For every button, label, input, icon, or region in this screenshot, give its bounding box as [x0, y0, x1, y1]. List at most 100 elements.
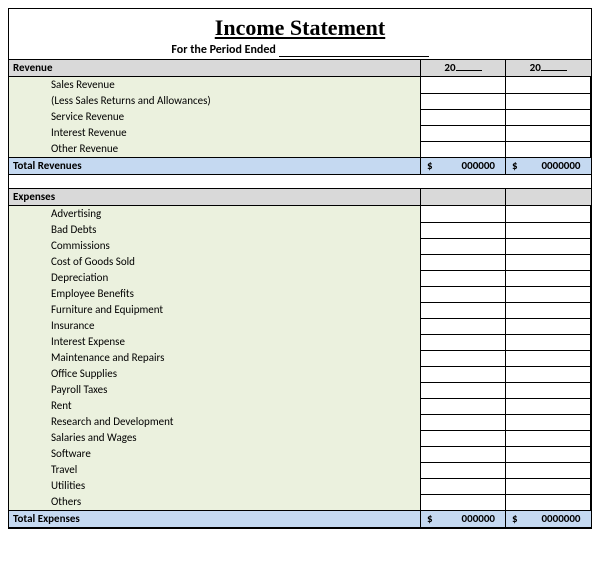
expenses-row: Research and Development — [9, 414, 591, 430]
expenses-value-col1[interactable] — [421, 206, 506, 223]
revenue-value-col1[interactable] — [421, 93, 506, 109]
revenue-row: Interest Revenue — [9, 125, 591, 141]
expenses-label: Cost of Goods Sold — [9, 254, 421, 270]
expenses-value-col2[interactable] — [506, 222, 591, 238]
expenses-value-col2[interactable] — [506, 254, 591, 270]
expenses-value-col2[interactable] — [506, 238, 591, 254]
expenses-value-col1[interactable] — [421, 334, 506, 350]
expenses-value-col1[interactable] — [421, 494, 506, 511]
expenses-row: Interest Expense — [9, 334, 591, 350]
expenses-label: Research and Development — [9, 414, 421, 430]
expenses-value-col2[interactable] — [506, 286, 591, 302]
revenue-value-col2[interactable] — [506, 109, 591, 125]
revenue-value-col1[interactable] — [421, 141, 506, 158]
expenses-label: Utilities — [9, 478, 421, 494]
expenses-year-col-1 — [421, 189, 506, 206]
expenses-label: Interest Expense — [9, 334, 421, 350]
expenses-value-col2[interactable] — [506, 414, 591, 430]
expenses-value-col2[interactable] — [506, 270, 591, 286]
expenses-label: Payroll Taxes — [9, 382, 421, 398]
expenses-value-col1[interactable] — [421, 398, 506, 414]
expenses-label: Rent — [9, 398, 421, 414]
expenses-value-col1[interactable] — [421, 222, 506, 238]
expenses-row: Software — [9, 446, 591, 462]
expenses-value-col1[interactable] — [421, 446, 506, 462]
period-ended-blank[interactable] — [279, 45, 429, 57]
expenses-value-col2[interactable] — [506, 398, 591, 414]
expenses-row: Advertising — [9, 206, 591, 223]
expenses-row: Insurance — [9, 318, 591, 334]
expenses-value-col1[interactable] — [421, 286, 506, 302]
expenses-row: Bad Debts — [9, 222, 591, 238]
expenses-row: Payroll Taxes — [9, 382, 591, 398]
expenses-label: Office Supplies — [9, 366, 421, 382]
expenses-value-col1[interactable] — [421, 302, 506, 318]
expenses-value-col2[interactable] — [506, 350, 591, 366]
total-expenses-label: Total Expenses — [9, 511, 421, 528]
subtitle-prefix: For the Period Ended — [171, 43, 275, 57]
expenses-value-col2[interactable] — [506, 382, 591, 398]
expenses-label: Employee Benefits — [9, 286, 421, 302]
expenses-value-col1[interactable] — [421, 350, 506, 366]
revenue-value-col2[interactable] — [506, 93, 591, 109]
expenses-label: Bad Debts — [9, 222, 421, 238]
expenses-value-col1[interactable] — [421, 462, 506, 478]
expenses-value-col2[interactable] — [506, 430, 591, 446]
expenses-value-col2[interactable] — [506, 334, 591, 350]
revenue-value-col2[interactable] — [506, 141, 591, 158]
expenses-value-col2[interactable] — [506, 366, 591, 382]
expenses-label: Salaries and Wages — [9, 430, 421, 446]
revenue-value-col1[interactable] — [421, 125, 506, 141]
expenses-row: Employee Benefits — [9, 286, 591, 302]
revenue-label: Sales Revenue — [9, 77, 421, 94]
revenue-row: Other Revenue — [9, 141, 591, 158]
expenses-label: Furniture and Equipment — [9, 302, 421, 318]
document-title: Income Statement — [9, 15, 591, 41]
expenses-value-col2[interactable] — [506, 478, 591, 494]
expenses-value-col1[interactable] — [421, 270, 506, 286]
expenses-value-col2[interactable] — [506, 462, 591, 478]
expenses-value-col1[interactable] — [421, 318, 506, 334]
total-revenues-col2: $0000000 — [506, 158, 591, 175]
revenue-value-col1[interactable] — [421, 77, 506, 94]
total-expenses-col2: $0000000 — [506, 511, 591, 528]
revenue-value-col2[interactable] — [506, 77, 591, 94]
total-revenues-label: Total Revenues — [9, 158, 421, 175]
year-col-1[interactable]: 20 — [421, 60, 506, 77]
expenses-value-col1[interactable] — [421, 254, 506, 270]
expenses-value-col2[interactable] — [506, 206, 591, 223]
period-subtitle: For the Period Ended — [9, 41, 591, 59]
expenses-value-col2[interactable] — [506, 318, 591, 334]
expenses-year-col-2 — [506, 189, 591, 206]
revenue-value-col1[interactable] — [421, 109, 506, 125]
total-revenues-row: Total Revenues $000000 $0000000 — [9, 158, 591, 175]
expenses-value-col2[interactable] — [506, 302, 591, 318]
revenue-label: Interest Revenue — [9, 125, 421, 141]
revenue-row: Sales Revenue — [9, 77, 591, 94]
expenses-value-col1[interactable] — [421, 478, 506, 494]
expenses-value-col2[interactable] — [506, 446, 591, 462]
expenses-label: Maintenance and Repairs — [9, 350, 421, 366]
expenses-row: Others — [9, 494, 591, 511]
revenue-row: (Less Sales Returns and Allowances) — [9, 93, 591, 109]
expenses-value-col1[interactable] — [421, 414, 506, 430]
expenses-label: Advertising — [9, 206, 421, 223]
revenue-label: (Less Sales Returns and Allowances) — [9, 93, 421, 109]
expenses-row: Furniture and Equipment — [9, 302, 591, 318]
expenses-row: Rent — [9, 398, 591, 414]
year-col-2[interactable]: 20 — [506, 60, 591, 77]
expenses-value-col1[interactable] — [421, 366, 506, 382]
total-revenues-col1: $000000 — [421, 158, 506, 175]
expenses-header-row: Expenses — [9, 189, 591, 206]
expenses-row: Commissions — [9, 238, 591, 254]
expenses-value-col1[interactable] — [421, 238, 506, 254]
expenses-row: Maintenance and Repairs — [9, 350, 591, 366]
expenses-label: Insurance — [9, 318, 421, 334]
expenses-value-col1[interactable] — [421, 430, 506, 446]
expenses-row: Salaries and Wages — [9, 430, 591, 446]
expenses-value-col2[interactable] — [506, 494, 591, 511]
expenses-value-col1[interactable] — [421, 382, 506, 398]
expenses-header-label: Expenses — [9, 189, 421, 206]
expenses-label: Travel — [9, 462, 421, 478]
revenue-value-col2[interactable] — [506, 125, 591, 141]
